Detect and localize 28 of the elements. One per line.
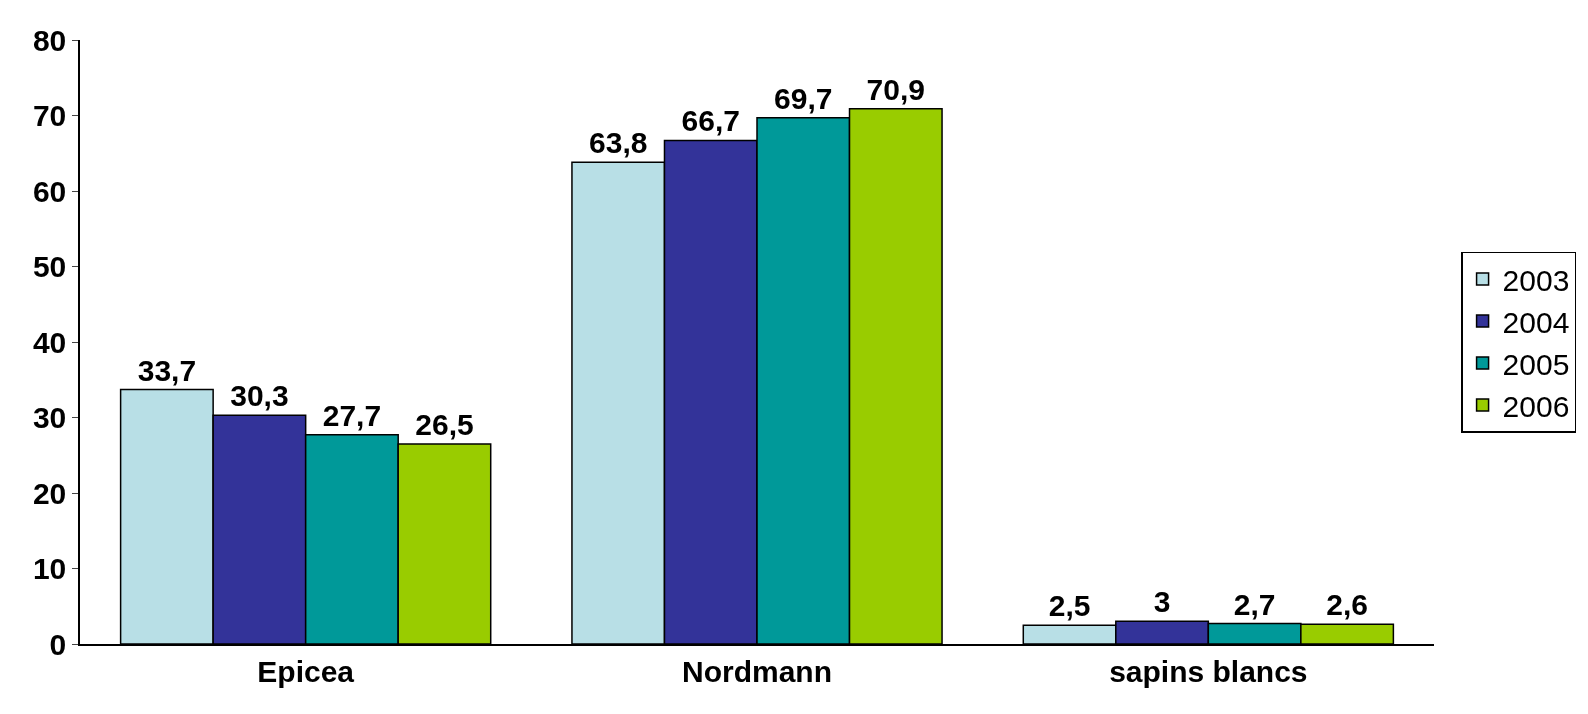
x-tick-label: Epicea <box>257 654 355 688</box>
legend-label: 2003 <box>1502 263 1570 297</box>
legend-label: 2006 <box>1502 389 1570 423</box>
data-label: 26,5 <box>415 407 474 441</box>
data-label: 69,7 <box>774 81 833 115</box>
data-label: 3 <box>1153 585 1171 619</box>
data-label: 70,9 <box>866 72 925 106</box>
data-label: 66,7 <box>681 104 740 138</box>
y-tick-label: 40 <box>32 325 67 359</box>
data-label: 2,6 <box>1326 588 1368 622</box>
legend-label: 2005 <box>1502 347 1570 381</box>
y-tick-label: 80 <box>32 23 67 57</box>
y-tick-label: 10 <box>32 552 67 585</box>
x-tick-label: Nordmann <box>682 654 832 688</box>
data-label: 27,7 <box>322 398 382 432</box>
legend-label: 2004 <box>1502 305 1570 339</box>
data-label: 63,8 <box>589 126 648 160</box>
y-tick-label: 20 <box>32 476 67 510</box>
y-tick-label: 70 <box>32 99 67 132</box>
y-tick-label: 30 <box>32 401 67 434</box>
y-tick-label: 50 <box>32 250 67 283</box>
data-label: 30,3 <box>230 379 289 413</box>
data-label: 2,5 <box>1048 589 1091 623</box>
data-label: 2,7 <box>1233 587 1276 621</box>
data-label: 33,7 <box>137 353 197 387</box>
y-tick-label: 0 <box>49 627 67 661</box>
x-tick-label: sapins blancs <box>1109 654 1308 688</box>
y-tick-label: 60 <box>32 174 67 208</box>
